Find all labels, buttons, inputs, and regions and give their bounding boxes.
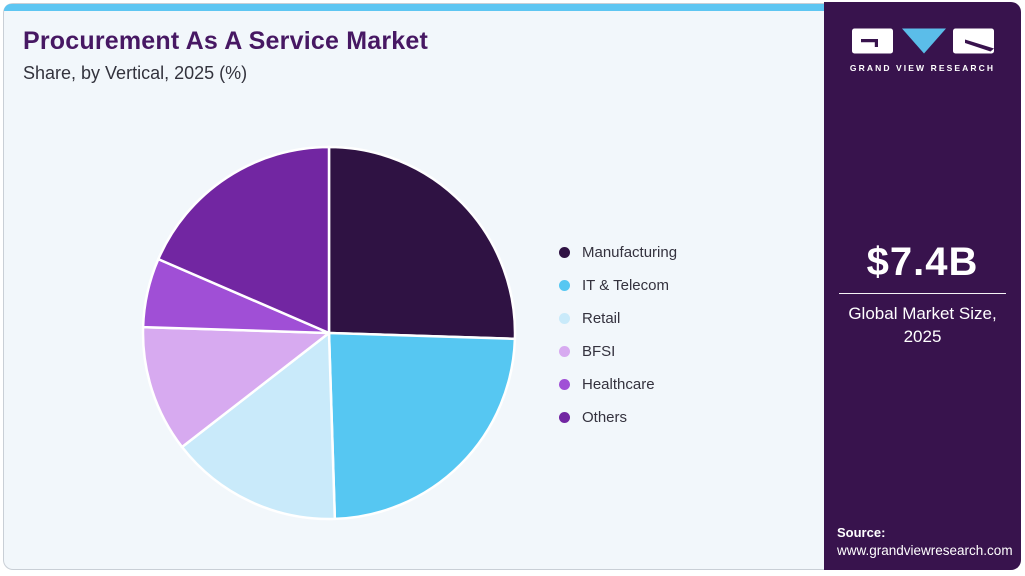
legend-label: Others <box>582 408 628 426</box>
brand-logo: GRAND VIEW RESEARCH <box>824 28 1021 73</box>
source-label: Source: <box>837 525 886 540</box>
legend-dot <box>559 279 570 291</box>
page-title: Procurement As A Service Market <box>23 27 428 55</box>
legend-label: BFSI <box>582 342 616 360</box>
legend-dot <box>559 312 570 324</box>
pie-chart <box>141 145 517 521</box>
legend-dot <box>559 246 570 258</box>
pie-slice-manufacturing <box>327 145 517 341</box>
page-subtitle: Share, by Vertical, 2025 (%) <box>23 62 248 83</box>
source-block: Source: www.grandviewresearch.com <box>837 525 1013 558</box>
pie-slice-others <box>157 145 331 335</box>
legend-item-it-telecom: IT & Telecom <box>559 274 677 296</box>
grand-view-research-logo-icon <box>851 28 994 54</box>
logo-v-triangle <box>901 28 946 54</box>
legend-label: Retail <box>582 309 621 327</box>
pie-slice-retail <box>180 331 337 521</box>
legend-item-retail: Retail <box>559 307 677 329</box>
chart-card: Procurement As A Service Market Share, b… <box>3 3 824 570</box>
pie-slice-bfsi <box>141 325 331 449</box>
pie-slice-it-telecom <box>327 331 517 521</box>
chart-legend: Manufacturing IT & Telecom Retail BFSI Healt… <box>559 241 677 439</box>
source-url: www.grandviewresearch.com <box>837 543 1013 558</box>
stat-divider <box>839 293 1006 294</box>
legend-label: IT & Telecom <box>582 276 669 294</box>
market-size-value: $7.4B <box>866 240 979 284</box>
legend-dot <box>559 411 570 423</box>
legend-item-bfsi: BFSI <box>559 340 677 362</box>
legend-dot <box>559 345 570 357</box>
card-top-accent-bar <box>4 4 824 11</box>
market-size-block: $7.4B Global Market Size, 2025 <box>824 242 1021 349</box>
legend-label: Healthcare <box>582 375 655 393</box>
brand-name: GRAND VIEW RESEARCH <box>849 63 996 73</box>
legend-dot <box>559 378 570 390</box>
market-size-label: Global Market Size, 2025 <box>848 304 997 346</box>
legend-item-manufacturing: Manufacturing <box>559 241 677 263</box>
legend-item-others: Others <box>559 406 677 428</box>
chart-header: Procurement As A Service Market Share, b… <box>23 27 428 84</box>
legend-item-healthcare: Healthcare <box>559 373 677 395</box>
legend-label: Manufacturing <box>582 243 678 261</box>
brand-sidebar: GRAND VIEW RESEARCH $7.4B Global Market … <box>824 2 1021 570</box>
